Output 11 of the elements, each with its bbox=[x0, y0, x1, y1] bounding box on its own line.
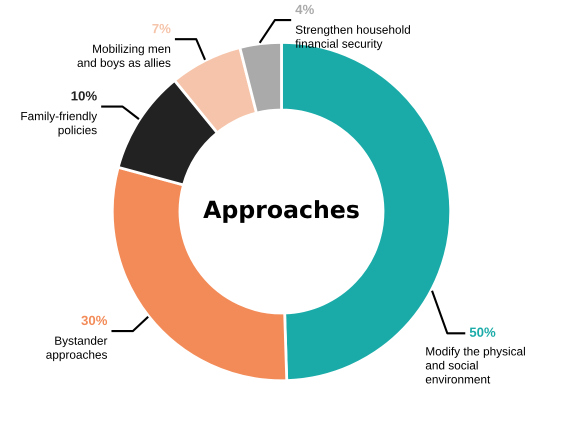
slice-label: Bystander approaches bbox=[46, 336, 108, 362]
slice-label: Modify the physical and social environment bbox=[426, 346, 525, 384]
data-label: 7% bbox=[152, 24, 171, 34]
slice-label: Family-friendly policies bbox=[21, 112, 98, 137]
text: Approaches bbox=[203, 200, 359, 223]
slice-label: Strengthen household financial security bbox=[295, 25, 410, 50]
data-label: 50% bbox=[470, 328, 496, 337]
data-label: 30% bbox=[81, 316, 108, 326]
data-label: 4% bbox=[295, 4, 314, 14]
slice-label: Mobilizing men and boys as allies bbox=[78, 44, 170, 70]
data-label: 10% bbox=[72, 91, 97, 101]
